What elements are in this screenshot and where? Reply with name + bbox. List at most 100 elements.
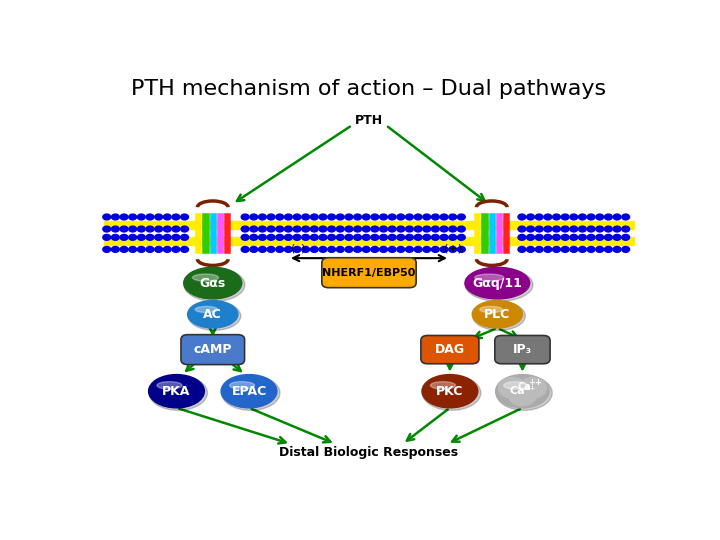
Circle shape [388, 246, 396, 252]
FancyBboxPatch shape [181, 335, 245, 365]
Ellipse shape [474, 274, 504, 281]
Ellipse shape [504, 382, 528, 389]
Text: Distal Biologic Responses: Distal Biologic Responses [279, 446, 459, 459]
Circle shape [293, 234, 301, 240]
Circle shape [155, 234, 163, 240]
Circle shape [544, 214, 552, 220]
Circle shape [310, 246, 318, 252]
Bar [217, 213, 223, 253]
Circle shape [172, 214, 180, 220]
Circle shape [172, 234, 180, 240]
Text: IP₃: IP₃ [513, 343, 532, 356]
Circle shape [544, 234, 552, 240]
Circle shape [622, 246, 629, 252]
Bar [202, 213, 209, 253]
Circle shape [518, 214, 526, 220]
Circle shape [388, 226, 396, 232]
Circle shape [440, 214, 448, 220]
Text: AC: AC [203, 308, 222, 321]
Circle shape [440, 234, 448, 240]
Ellipse shape [422, 375, 478, 408]
Ellipse shape [222, 375, 280, 410]
Circle shape [354, 246, 361, 252]
Circle shape [103, 246, 111, 252]
Circle shape [605, 234, 612, 240]
Circle shape [605, 226, 612, 232]
Bar [474, 213, 480, 253]
Circle shape [561, 214, 569, 220]
Circle shape [371, 214, 379, 220]
Circle shape [518, 226, 526, 232]
Ellipse shape [157, 382, 182, 389]
Circle shape [345, 246, 353, 252]
Circle shape [129, 214, 137, 220]
Circle shape [605, 246, 612, 252]
Circle shape [293, 226, 301, 232]
Circle shape [570, 234, 577, 240]
Circle shape [310, 234, 318, 240]
Circle shape [155, 226, 163, 232]
Circle shape [146, 234, 154, 240]
Circle shape [449, 246, 456, 252]
Circle shape [362, 214, 370, 220]
Circle shape [544, 246, 552, 252]
Circle shape [302, 234, 310, 240]
Circle shape [302, 226, 310, 232]
Circle shape [423, 226, 431, 232]
Circle shape [345, 214, 353, 220]
Circle shape [414, 246, 422, 252]
Ellipse shape [465, 267, 530, 299]
Circle shape [345, 234, 353, 240]
Text: DAG: DAG [435, 343, 465, 356]
Circle shape [354, 214, 361, 220]
Circle shape [103, 214, 111, 220]
Ellipse shape [230, 382, 255, 389]
Ellipse shape [496, 375, 552, 410]
Circle shape [163, 246, 171, 252]
Bar [195, 213, 202, 253]
Circle shape [431, 214, 439, 220]
Circle shape [138, 234, 145, 240]
Circle shape [552, 234, 560, 240]
Circle shape [284, 214, 292, 220]
Circle shape [129, 234, 137, 240]
Text: (–): (–) [291, 244, 305, 254]
Text: (+): (+) [444, 244, 462, 254]
Circle shape [596, 234, 603, 240]
Circle shape [181, 214, 189, 220]
Circle shape [552, 246, 560, 252]
Bar [503, 213, 509, 253]
Circle shape [622, 234, 629, 240]
Circle shape [328, 226, 336, 232]
Circle shape [526, 226, 534, 232]
Circle shape [535, 214, 543, 220]
Circle shape [172, 226, 180, 232]
Circle shape [579, 214, 586, 220]
Circle shape [588, 246, 595, 252]
Circle shape [319, 246, 327, 252]
Bar [489, 213, 495, 253]
Text: PLC: PLC [485, 308, 510, 321]
Circle shape [526, 234, 534, 240]
Circle shape [163, 234, 171, 240]
Ellipse shape [423, 375, 481, 410]
Circle shape [379, 226, 387, 232]
Circle shape [181, 234, 189, 240]
Circle shape [120, 246, 128, 252]
Circle shape [423, 246, 431, 252]
Circle shape [457, 226, 465, 232]
Text: Gαq/11: Gαq/11 [472, 276, 522, 289]
Circle shape [570, 246, 577, 252]
Circle shape [379, 234, 387, 240]
Circle shape [362, 226, 370, 232]
Circle shape [138, 226, 145, 232]
Bar [210, 213, 216, 253]
Circle shape [138, 214, 145, 220]
Circle shape [449, 214, 456, 220]
Circle shape [172, 246, 180, 252]
Circle shape [362, 246, 370, 252]
Circle shape [362, 234, 370, 240]
Circle shape [155, 214, 163, 220]
Ellipse shape [192, 274, 219, 281]
Circle shape [431, 226, 439, 232]
